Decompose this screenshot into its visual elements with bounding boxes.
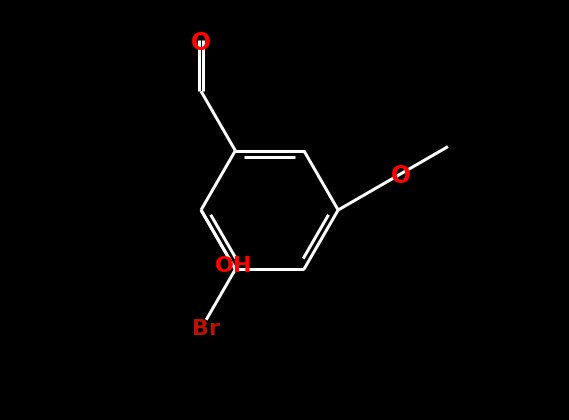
Text: OH: OH [215, 257, 252, 276]
Text: O: O [390, 164, 411, 188]
Text: O: O [191, 31, 211, 55]
Text: Br: Br [192, 319, 220, 339]
